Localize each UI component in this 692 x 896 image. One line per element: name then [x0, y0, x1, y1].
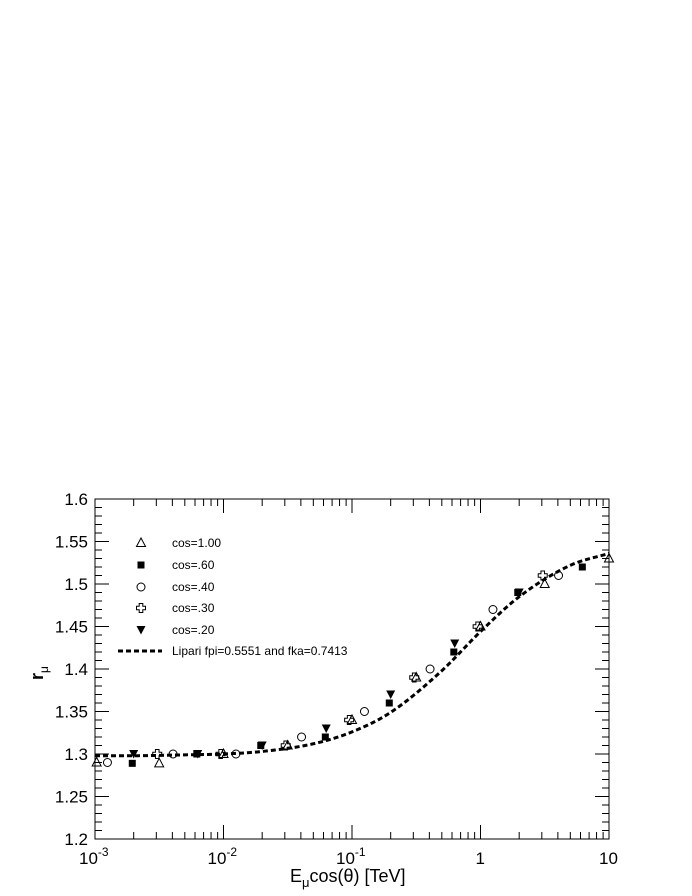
data-point	[475, 620, 486, 631]
x-tick-label: 10-1	[336, 845, 366, 868]
data-point	[488, 605, 498, 614]
legend-label: Lipari fpi=0.5551 and fka=0.7413	[172, 644, 348, 658]
data-point	[257, 741, 267, 750]
axis-ticks	[94, 498, 610, 840]
data-point	[450, 648, 458, 656]
data-point	[168, 749, 178, 759]
y-tick-label: 1.3	[64, 745, 88, 764]
data-point	[346, 713, 358, 724]
legend-marker	[136, 603, 146, 613]
y-tick-label: 1.6	[64, 490, 88, 509]
data-point	[152, 749, 163, 759]
legend-label: cos=.60	[172, 558, 215, 572]
data-point	[231, 749, 241, 759]
data-point	[409, 672, 420, 683]
data-point	[215, 749, 226, 759]
legend-label: cos=.30	[172, 601, 215, 615]
data-point	[297, 732, 307, 742]
y-axis-title: rμ	[27, 666, 51, 680]
y-tick-label: 1.2	[64, 830, 88, 849]
data-point	[578, 563, 586, 571]
data-point	[603, 552, 615, 563]
x-tick-label: 10-2	[208, 845, 238, 868]
data-point	[514, 588, 524, 597]
data-point	[554, 571, 564, 580]
data-point	[359, 707, 369, 716]
legend: cos=1.00 cos=.60 cos=.40 cos=.30 cos=.20 Lipa…	[118, 536, 348, 658]
legend-label: cos=.40	[172, 580, 215, 594]
legend-marker	[136, 582, 146, 592]
x-axis-title: Eμcos(θ) [TeV]	[290, 866, 406, 890]
x-tick-label: 10	[599, 849, 618, 868]
legend-marker	[137, 561, 145, 569]
data-point	[537, 570, 548, 581]
data-point	[128, 759, 136, 767]
y-tick-label: 1.45	[55, 618, 88, 637]
y-tick-label: 1.4	[64, 660, 88, 679]
data-point	[91, 756, 102, 767]
legend-label: cos=.20	[172, 623, 215, 637]
data-point	[280, 740, 291, 751]
data-point	[385, 699, 393, 707]
legend-marker	[136, 626, 146, 635]
fit-curve-layer	[95, 551, 610, 758]
data-point	[321, 724, 331, 733]
y-tick-label: 1.25	[55, 788, 88, 807]
y-tick-label: 1.5	[64, 575, 88, 594]
data-point	[344, 715, 355, 725]
data-point	[193, 750, 203, 759]
tick-labels: 10-3 10-2 10-1 1 10 1.2 1.25 1.3 1.35 1.4 1.45 1.5 1…	[55, 490, 618, 868]
data-point	[539, 577, 551, 588]
data-point	[450, 639, 460, 648]
data-point	[102, 758, 112, 767]
legend-marker	[135, 536, 147, 547]
y-tick-label: 1.55	[55, 533, 88, 552]
data-point	[472, 621, 483, 632]
data-point	[425, 664, 435, 674]
data-point	[218, 747, 229, 758]
plot-frame	[94, 498, 610, 840]
x-tick-label: 10-3	[79, 845, 109, 868]
data-point	[386, 690, 396, 699]
data-point	[153, 757, 165, 768]
data-point	[321, 733, 329, 741]
data-point	[129, 750, 139, 759]
legend-label: cos=1.00	[172, 536, 221, 550]
x-tick-label: 1	[476, 849, 485, 868]
y-tick-label: 1.35	[55, 703, 88, 722]
data-points	[91, 552, 615, 768]
fit-curve-line	[95, 551, 610, 758]
